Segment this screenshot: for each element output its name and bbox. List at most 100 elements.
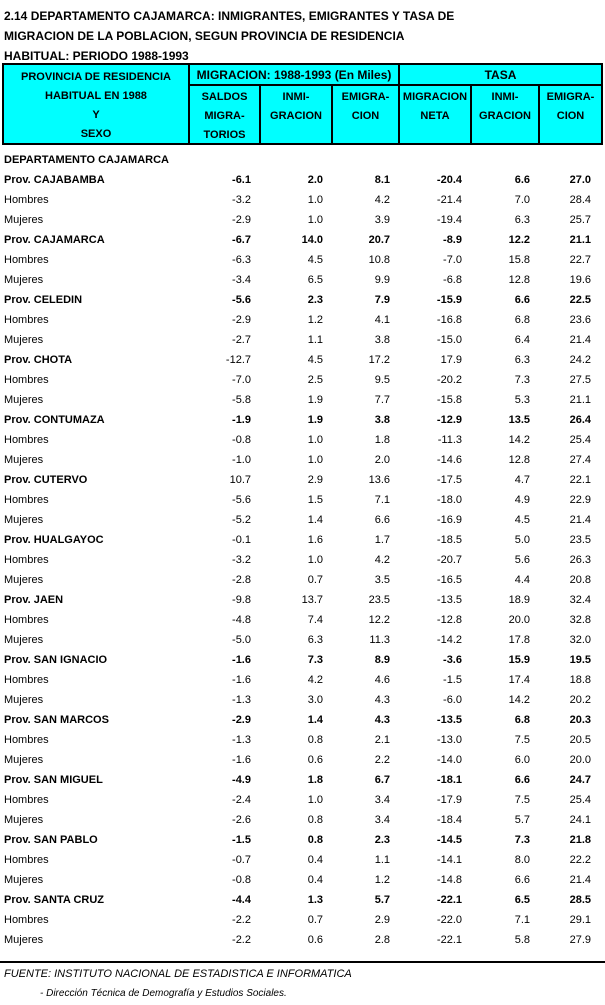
cell-value: -2.6: [232, 814, 251, 826]
cell-value: 0.4: [307, 854, 323, 866]
cell-value: 1.9: [307, 414, 323, 426]
cell-value: 22.9: [569, 494, 591, 506]
cell-value: 5.7: [514, 814, 530, 826]
row-label: Prov. SAN PABLO: [4, 834, 98, 846]
cell-value: -8.9: [443, 234, 462, 246]
title-line-1: 2.14 DEPARTAMENTO CAJAMARCA: INMIGRANTES…: [4, 9, 455, 23]
page-title: 2.14 DEPARTAMENTO CAJAMARCA: INMIGRANTES…: [4, 6, 454, 66]
cell-value: 1.4: [307, 514, 323, 526]
cell-value: 20.5: [569, 734, 591, 746]
cell-value: 6.6: [374, 514, 390, 526]
cell-value: 1.0: [307, 454, 323, 466]
table-row: Prov. HUALGAYOC -0.1 1.6 1.7 -18.5 5.0 23.5: [2, 530, 603, 550]
header-subcol-line: NETA: [420, 110, 450, 122]
table-row: Hombres -1.6 4.2 4.6 -1.5 17.4 18.8: [2, 670, 603, 690]
table-row: Mujeres -2.2 0.6 2.8 -22.1 5.8 27.9: [2, 930, 603, 950]
cell-value: 3.9: [374, 214, 390, 226]
cell-value: 2.8: [374, 934, 390, 946]
cell-value: -1.5: [443, 674, 462, 686]
cell-value: -5.6: [232, 494, 251, 506]
cell-value: -1.5: [232, 834, 251, 846]
table-row: Hombres -1.3 0.8 2.1 -13.0 7.5 20.5: [2, 730, 603, 750]
cell-value: 0.4: [307, 874, 323, 886]
row-label: Mujeres: [4, 874, 44, 886]
cell-value: 23.5: [569, 534, 591, 546]
cell-value: -0.8: [232, 434, 251, 446]
table-row: Prov. SANTA CRUZ -4.4 1.3 5.7 -22.1 6.5 28.5: [2, 890, 603, 910]
cell-value: 8.0: [514, 854, 530, 866]
cell-value: 6.4: [514, 334, 530, 346]
cell-value: 4.2: [307, 674, 323, 686]
header-subcol-line: CION: [556, 110, 585, 122]
source-note-detail: - Dirección Técnica de Demografía y Estu…: [40, 988, 287, 999]
cell-value: 1.0: [307, 554, 323, 566]
cell-value: -6.7: [232, 234, 251, 246]
cell-value: -15.9: [436, 294, 462, 306]
cell-value: -2.7: [232, 334, 251, 346]
cell-value: 9.9: [374, 274, 390, 286]
cell-value: -4.4: [232, 894, 251, 906]
cell-value: 12.8: [508, 274, 530, 286]
title-line-2: MIGRACION DE LA POBLACION, SEGUN PROVINC…: [4, 29, 405, 43]
cell-value: 1.1: [374, 854, 390, 866]
row-label: Hombres: [4, 614, 49, 626]
table-row: Prov. CELEDIN -5.6 2.3 7.9 -15.9 6.6 22.5: [2, 290, 603, 310]
cell-value: -19.4: [436, 214, 462, 226]
header-subcol-line: EMIGRA-: [341, 91, 390, 103]
cell-value: 1.5: [307, 494, 323, 506]
cell-value: 7.1: [374, 494, 390, 506]
row-label: Mujeres: [4, 394, 44, 406]
cell-value: 2.9: [374, 914, 390, 926]
header-province-line: HABITUAL EN 1988: [45, 90, 147, 102]
cell-value: -13.0: [436, 734, 462, 746]
cell-value: 23.6: [569, 314, 591, 326]
cell-value: 0.8: [307, 834, 323, 846]
cell-value: 5.8: [514, 934, 530, 946]
cell-value: 4.4: [514, 574, 530, 586]
cell-value: 1.7: [374, 534, 390, 546]
cell-value: 20.0: [508, 614, 530, 626]
table-body: DEPARTAMENTO CAJAMARCA Prov. CAJABAMBA -6.…: [2, 150, 603, 950]
cell-value: -14.1: [436, 854, 462, 866]
cell-value: -9.8: [232, 594, 251, 606]
cell-value: -17.9: [436, 794, 462, 806]
cell-value: 7.5: [514, 794, 530, 806]
cell-value: 20.3: [569, 714, 591, 726]
cell-value: 1.9: [307, 394, 323, 406]
table-row: Hombres -2.4 1.0 3.4 -17.9 7.5 25.4: [2, 790, 603, 810]
cell-value: 28.4: [569, 194, 591, 206]
cell-value: -2.9: [232, 714, 251, 726]
cell-value: -16.8: [436, 314, 462, 326]
cell-value: 17.4: [508, 674, 530, 686]
cell-value: 7.4: [307, 614, 323, 626]
title-line-3: HABITUAL: PERIODO 1988-1993: [4, 49, 189, 63]
header-province-line: SEXO: [80, 128, 112, 140]
table-bottom-border: [0, 961, 605, 963]
cell-value: -13.5: [436, 714, 462, 726]
cell-value: -6.0: [443, 694, 462, 706]
cell-value: -1.0: [232, 454, 251, 466]
cell-value: -5.6: [232, 294, 251, 306]
cell-value: 11.3: [369, 634, 390, 646]
table-row: DEPARTAMENTO CAJAMARCA: [2, 150, 603, 170]
cell-value: -1.6: [232, 754, 251, 766]
table-row: Prov. CONTUMAZA -1.9 1.9 3.8 -12.9 13.5 26.4: [2, 410, 603, 430]
cell-value: 19.5: [569, 654, 591, 666]
cell-value: 6.6: [514, 174, 530, 186]
row-label: Mujeres: [4, 634, 44, 646]
cell-value: -2.8: [232, 574, 251, 586]
table-row: Mujeres -2.9 1.0 3.9 -19.4 6.3 25.7: [2, 210, 603, 230]
header-subcol-line: EMIGRA-: [546, 91, 595, 103]
header-col-saldos-migratorios: SALDOS MIGRA- TORIOS: [190, 86, 261, 143]
cell-value: 23.5: [368, 594, 390, 606]
row-label: Mujeres: [4, 214, 44, 226]
cell-value: -0.8: [232, 874, 251, 886]
cell-value: 2.1: [374, 734, 390, 746]
table-row: Prov. CAJAMARCA -6.7 14.0 20.7 -8.9 12.2 21.1: [2, 230, 603, 250]
row-label: Hombres: [4, 254, 49, 266]
cell-value: -6.3: [232, 254, 251, 266]
cell-value: 3.0: [307, 694, 323, 706]
cell-value: 3.4: [374, 794, 390, 806]
cell-value: 1.3: [307, 894, 323, 906]
cell-value: -14.2: [436, 634, 462, 646]
